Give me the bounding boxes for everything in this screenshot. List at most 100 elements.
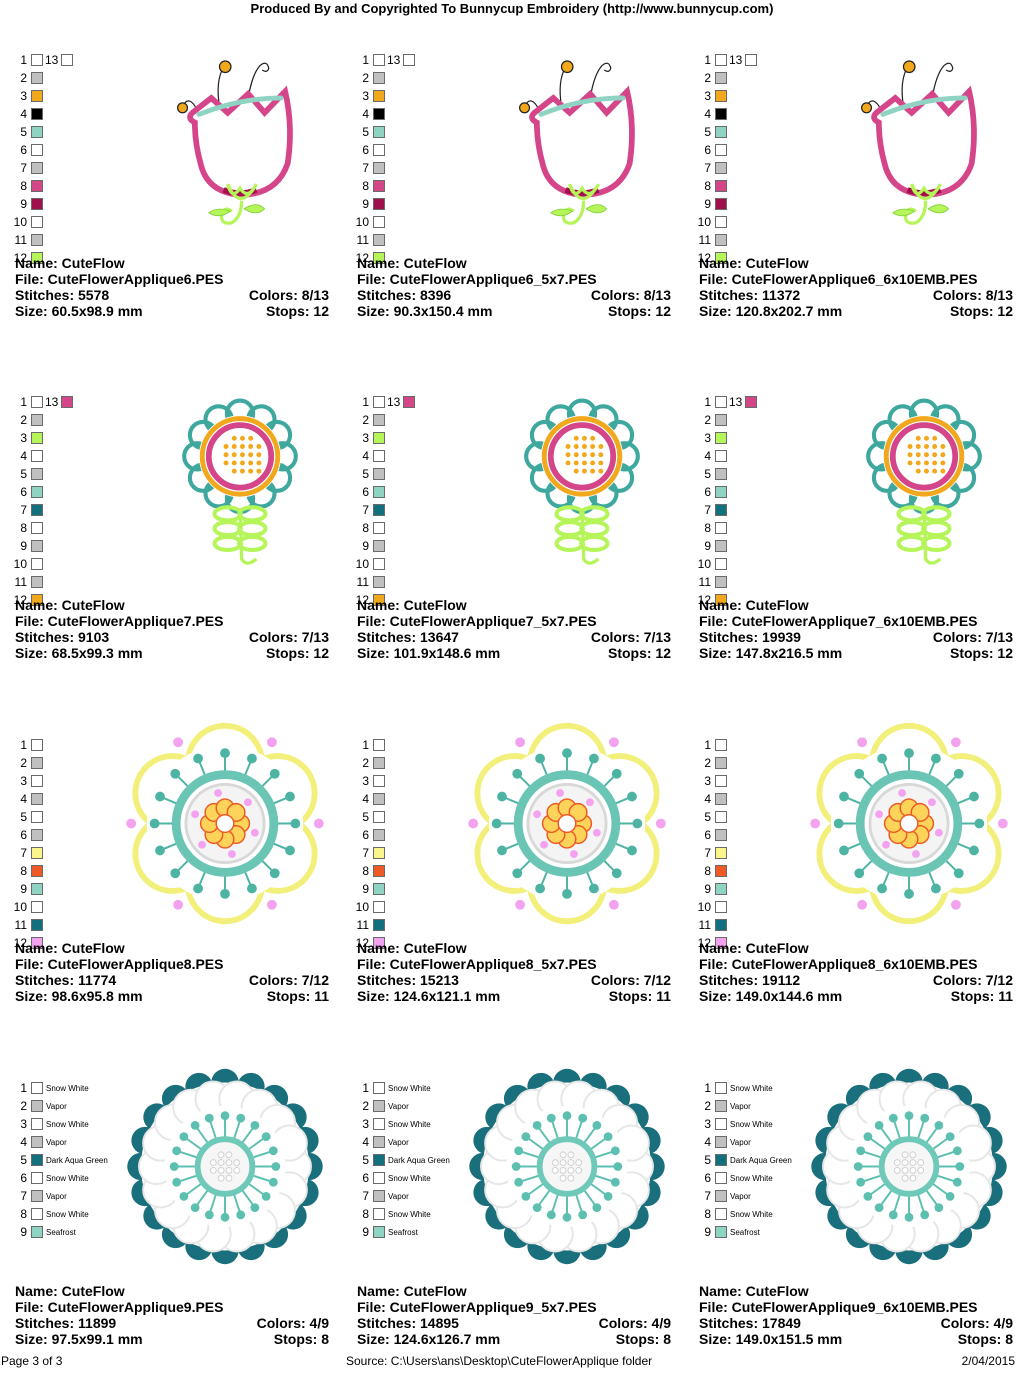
center-dot bbox=[256, 452, 262, 458]
thread-color-list: 1 13 2 3 4 5 6 7 8 9 10 11 12 bbox=[356, 53, 457, 269]
info-row: Size: 90.3x150.4 mm Stops: 12 bbox=[357, 303, 671, 319]
stamen-tip bbox=[514, 1146, 524, 1156]
thread-swatch bbox=[31, 757, 43, 769]
stamen-tip bbox=[193, 753, 203, 764]
thread-color-row: 3 Snow White bbox=[15, 1117, 115, 1135]
thread-name: Dark Aqua Green bbox=[388, 1156, 450, 1165]
antenna-curl bbox=[944, 62, 954, 72]
thread-name: Vapor bbox=[46, 1192, 67, 1201]
thread-number: 5 bbox=[362, 1153, 369, 1167]
design-card: 1 13 2 3 4 5 6 7 8 9 10 11 12 Name: CuteFlow File: Cut… bbox=[698, 25, 1024, 367]
stamen-tip bbox=[874, 1203, 884, 1213]
stamen-tip bbox=[512, 868, 523, 879]
thread-color-row: 11 bbox=[15, 233, 115, 251]
thread-number: 9 bbox=[704, 882, 711, 896]
thread-number: 9 bbox=[362, 1225, 369, 1239]
stem-loop bbox=[579, 519, 610, 538]
center-dot bbox=[225, 1159, 233, 1167]
stem-loop bbox=[921, 534, 952, 553]
thread-color-row: 4 bbox=[699, 107, 799, 125]
thread-number: 8 bbox=[20, 521, 27, 535]
center-dot bbox=[907, 452, 913, 458]
center-dot bbox=[924, 435, 929, 441]
stamen-tip bbox=[953, 768, 964, 779]
thread-swatch bbox=[373, 252, 385, 264]
thread-number: 4 bbox=[704, 1135, 711, 1149]
design-colors: Colors: 7/12 bbox=[248, 972, 329, 988]
center-dot bbox=[917, 1166, 925, 1174]
thread-swatch bbox=[715, 919, 727, 931]
thread-swatch bbox=[373, 432, 385, 444]
thread-color-row: 3 bbox=[699, 431, 799, 449]
design-stitches: Stitches: 19939 bbox=[699, 629, 801, 645]
design-stitches: Stitches: 11774 bbox=[15, 972, 117, 988]
thread-swatch bbox=[31, 468, 43, 480]
antenna-tip bbox=[560, 60, 574, 74]
stamen-tip bbox=[290, 818, 301, 829]
thread-number: 7 bbox=[704, 161, 711, 175]
inner-dot bbox=[592, 828, 601, 837]
thread-swatch bbox=[373, 1190, 385, 1202]
stamen-tip bbox=[250, 1203, 260, 1213]
thread-number: 1 bbox=[20, 53, 27, 67]
center-ring bbox=[194, 1136, 256, 1197]
thread-swatch bbox=[373, 883, 385, 895]
stamen-tip bbox=[945, 1132, 955, 1142]
center-dot bbox=[924, 452, 929, 458]
center-dot bbox=[909, 1166, 917, 1174]
stamen-tip bbox=[220, 1111, 230, 1121]
thread-swatch bbox=[715, 522, 727, 534]
center-dot bbox=[240, 468, 245, 474]
thread-swatch bbox=[373, 450, 385, 462]
stamen-tip bbox=[562, 1111, 572, 1121]
inner-dot bbox=[570, 850, 578, 858]
design-name: Name: CuteFlow bbox=[15, 1283, 125, 1299]
tulip-trim bbox=[538, 95, 626, 117]
stamen-tip bbox=[204, 1113, 214, 1123]
stamen-tip bbox=[261, 1191, 271, 1201]
thread-color-row: 3 bbox=[357, 774, 457, 792]
thread-swatch bbox=[715, 414, 727, 426]
thread-color-row: 6 bbox=[357, 143, 457, 161]
info-row: Size: 101.9x148.6 mm Stops: 12 bbox=[357, 645, 671, 661]
thread-number: 3 bbox=[20, 89, 27, 103]
stamen-tip bbox=[532, 1203, 542, 1213]
thread-color-row: 1 bbox=[699, 738, 799, 756]
thread-color-row: 6 bbox=[15, 485, 115, 503]
thread-name: Snow White bbox=[730, 1120, 773, 1129]
thread-number: 9 bbox=[20, 1225, 27, 1239]
center-dot bbox=[932, 452, 938, 458]
thread-color-row: 4 bbox=[15, 107, 115, 125]
thread-color-row: 7 bbox=[699, 161, 799, 179]
stem-loop bbox=[896, 534, 927, 553]
thread-color-row: 7 Vapor bbox=[357, 1189, 457, 1207]
inner-dot bbox=[244, 798, 252, 807]
thread-swatch bbox=[373, 180, 385, 192]
stamen-tip bbox=[839, 791, 849, 802]
thread-swatch bbox=[373, 486, 385, 498]
mini-center bbox=[557, 813, 577, 834]
center-dot bbox=[915, 435, 921, 441]
thread-swatch bbox=[373, 198, 385, 210]
thread-swatch bbox=[31, 252, 43, 264]
thread-color-row: 9 bbox=[699, 882, 799, 900]
stamen-tip bbox=[854, 868, 865, 879]
center-dot bbox=[573, 468, 579, 474]
design-size: Size: 68.5x99.3 mm bbox=[15, 645, 143, 661]
scallop-flower-svg bbox=[127, 1068, 323, 1265]
antenna bbox=[559, 66, 567, 107]
thread-number: 4 bbox=[20, 107, 27, 121]
center-dot bbox=[915, 444, 921, 449]
thread-color-row: 8 Snow White bbox=[357, 1207, 457, 1225]
thread-number: 6 bbox=[20, 1171, 27, 1185]
center-dot bbox=[559, 1166, 567, 1174]
thread-swatch bbox=[715, 540, 727, 552]
leaf bbox=[243, 204, 266, 214]
info-row: Name: CuteFlow bbox=[699, 255, 1013, 271]
thread-color-row: 6 bbox=[699, 485, 799, 503]
thread-number: 7 bbox=[704, 846, 711, 860]
thread-swatch bbox=[31, 576, 43, 588]
center-dot bbox=[256, 460, 262, 466]
info-row: Size: 147.8x216.5 mm Stops: 12 bbox=[699, 645, 1013, 661]
thread-swatch bbox=[31, 865, 43, 877]
